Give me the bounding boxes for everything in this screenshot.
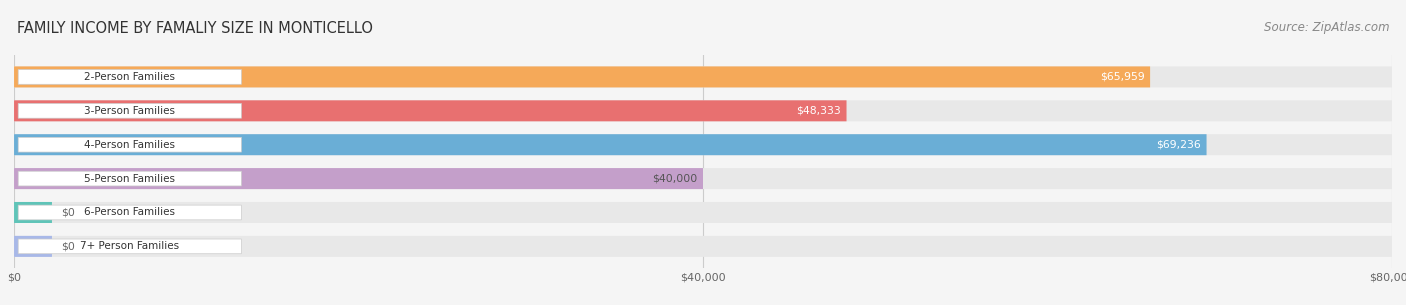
Text: 4-Person Families: 4-Person Families xyxy=(84,140,176,150)
Text: $0: $0 xyxy=(62,207,76,217)
Text: 3-Person Families: 3-Person Families xyxy=(84,106,176,116)
Text: $0: $0 xyxy=(62,241,76,251)
FancyBboxPatch shape xyxy=(14,202,1392,223)
Text: $69,236: $69,236 xyxy=(1156,140,1201,150)
FancyBboxPatch shape xyxy=(18,171,242,186)
Text: 2-Person Families: 2-Person Families xyxy=(84,72,176,82)
Text: $48,333: $48,333 xyxy=(796,106,841,116)
Text: 6-Person Families: 6-Person Families xyxy=(84,207,176,217)
FancyBboxPatch shape xyxy=(14,100,846,121)
FancyBboxPatch shape xyxy=(18,239,242,254)
Text: $65,959: $65,959 xyxy=(1099,72,1144,82)
Text: 7+ Person Families: 7+ Person Families xyxy=(80,241,180,251)
FancyBboxPatch shape xyxy=(18,205,242,220)
FancyBboxPatch shape xyxy=(14,236,1392,257)
FancyBboxPatch shape xyxy=(14,66,1392,88)
FancyBboxPatch shape xyxy=(18,137,242,152)
Text: $40,000: $40,000 xyxy=(652,174,697,184)
FancyBboxPatch shape xyxy=(18,103,242,118)
FancyBboxPatch shape xyxy=(14,100,1392,121)
FancyBboxPatch shape xyxy=(14,202,52,223)
Text: 5-Person Families: 5-Person Families xyxy=(84,174,176,184)
FancyBboxPatch shape xyxy=(18,70,242,84)
FancyBboxPatch shape xyxy=(14,134,1392,155)
FancyBboxPatch shape xyxy=(14,134,1206,155)
FancyBboxPatch shape xyxy=(14,168,703,189)
FancyBboxPatch shape xyxy=(14,168,1392,189)
FancyBboxPatch shape xyxy=(14,236,52,257)
Text: FAMILY INCOME BY FAMALIY SIZE IN MONTICELLO: FAMILY INCOME BY FAMALIY SIZE IN MONTICE… xyxy=(17,21,373,36)
FancyBboxPatch shape xyxy=(14,66,1150,88)
Text: Source: ZipAtlas.com: Source: ZipAtlas.com xyxy=(1264,21,1389,34)
